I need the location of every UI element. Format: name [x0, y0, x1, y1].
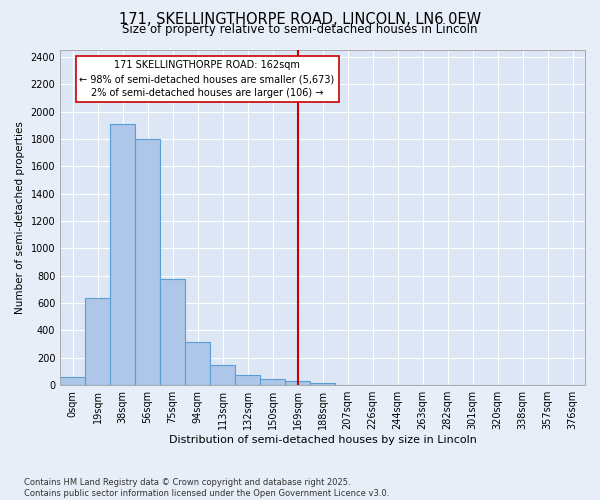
Bar	[185, 342, 210, 385]
Bar	[60, 377, 85, 385]
Bar	[260, 379, 285, 385]
Bar	[135, 139, 160, 385]
Bar	[85, 298, 110, 385]
Bar	[235, 375, 260, 385]
Bar	[310, 383, 335, 385]
Bar	[285, 381, 310, 385]
Text: Contains HM Land Registry data © Crown copyright and database right 2025.
Contai: Contains HM Land Registry data © Crown c…	[24, 478, 389, 498]
Text: Size of property relative to semi-detached houses in Lincoln: Size of property relative to semi-detach…	[122, 24, 478, 36]
Bar	[210, 364, 235, 385]
X-axis label: Distribution of semi-detached houses by size in Lincoln: Distribution of semi-detached houses by …	[169, 435, 476, 445]
Text: 171 SKELLINGTHORPE ROAD: 162sqm
← 98% of semi-detached houses are smaller (5,673: 171 SKELLINGTHORPE ROAD: 162sqm ← 98% of…	[79, 60, 335, 98]
Bar	[160, 279, 185, 385]
Bar	[110, 124, 135, 385]
Text: 171, SKELLINGTHORPE ROAD, LINCOLN, LN6 0EW: 171, SKELLINGTHORPE ROAD, LINCOLN, LN6 0…	[119, 12, 481, 28]
Y-axis label: Number of semi-detached properties: Number of semi-detached properties	[15, 121, 25, 314]
